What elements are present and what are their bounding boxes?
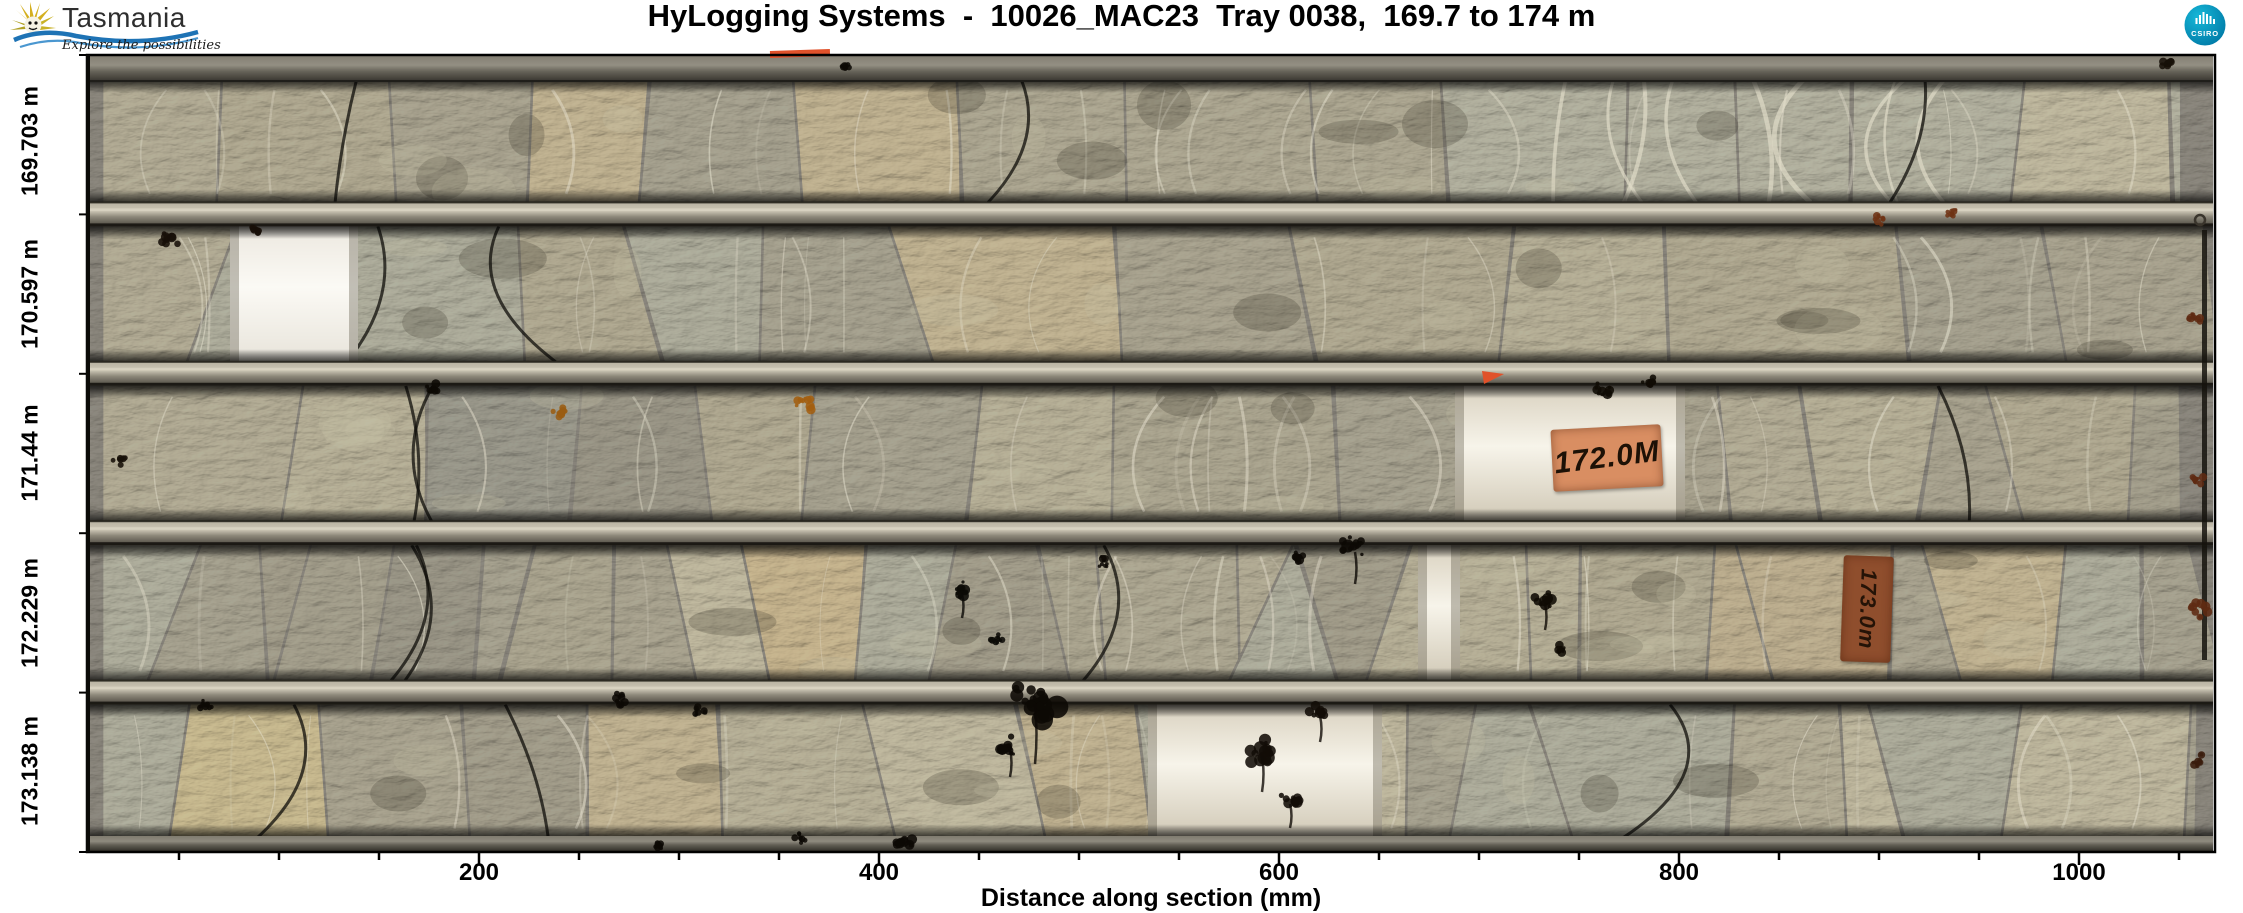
- stain: [110, 454, 128, 468]
- core-row-5: [90, 702, 2213, 840]
- stain: [1291, 550, 1307, 565]
- stain: [2187, 598, 2213, 621]
- stain: [1945, 208, 1958, 219]
- csiro-wordmark: CSIRO: [2191, 29, 2219, 38]
- stain: [692, 703, 708, 717]
- stain: [1010, 681, 1069, 765]
- core-depth-tag-172: 172.0M: [1550, 424, 1664, 492]
- stain: [249, 224, 262, 236]
- stain: [995, 733, 1016, 778]
- x-tick-label-400: 400: [858, 859, 900, 886]
- core-depth-tag-173-label: 173.0m: [1853, 568, 1882, 650]
- depth-label-row1: 169.703 m: [16, 86, 43, 196]
- stain: [892, 834, 918, 850]
- stain: [1592, 381, 1615, 400]
- core-row-4: [90, 543, 2213, 683]
- stain: [954, 580, 971, 619]
- stain: [197, 698, 214, 712]
- x-tick-label-800: 800: [1658, 859, 1700, 886]
- tasmania-logo: Tasmania Explore the possibilities: [6, 0, 221, 56]
- stain: [2189, 473, 2208, 488]
- csiro-icon: [2184, 4, 2226, 46]
- stain: [2186, 312, 2205, 325]
- depth-label-row4: 172.229 m: [16, 558, 43, 668]
- core-depth-tag-172-label: 172.0M: [1552, 434, 1662, 481]
- x-tick-label-1000: 1000: [2052, 859, 2106, 886]
- tasmania-wordmark: Tasmania: [62, 2, 186, 33]
- stain: [550, 404, 568, 421]
- depth-label-row5: 173.138 m: [16, 716, 43, 826]
- tasmania-icon: [10, 2, 199, 49]
- stain: [425, 379, 441, 395]
- figure-title: HyLogging Systems - 10026_MAC23 Tray 003…: [647, 0, 1596, 33]
- core-depth-tag-173: 173.0m: [1840, 555, 1894, 663]
- stain: [653, 840, 664, 852]
- axes-frame: [79, 53, 2217, 865]
- stain: [839, 62, 852, 71]
- stain: [791, 831, 808, 845]
- csiro-logo: CSIRO: [2184, 4, 2226, 46]
- x-tick-label-600: 600: [1258, 859, 1300, 886]
- stain: [1339, 535, 1365, 585]
- core-row-3: [90, 383, 2213, 524]
- stain: [612, 690, 629, 709]
- stain: [1278, 792, 1304, 829]
- stain: [987, 632, 1006, 646]
- stain: [793, 395, 816, 415]
- stain: [1304, 700, 1329, 743]
- tasmania-tagline: Explore the possibilities: [62, 38, 221, 53]
- stain: [1640, 374, 1657, 389]
- stains: [110, 48, 2213, 852]
- stain: [158, 231, 181, 248]
- tray-rails: [88, 56, 2213, 851]
- x-tick-label-200: 200: [458, 859, 500, 886]
- stain: [2190, 751, 2206, 769]
- depth-label-row3: 171.44 m: [16, 404, 43, 502]
- stain: [2159, 57, 2175, 70]
- stain: [1554, 640, 1567, 657]
- stain: [1244, 733, 1276, 793]
- stain: [1530, 590, 1557, 631]
- x-axis-title: Distance along section (mm): [980, 884, 1322, 912]
- stain: [1872, 212, 1886, 227]
- depth-label-row2: 170.597 m: [16, 239, 43, 349]
- core-row-2: [90, 224, 2213, 364]
- stain: [1097, 554, 1109, 569]
